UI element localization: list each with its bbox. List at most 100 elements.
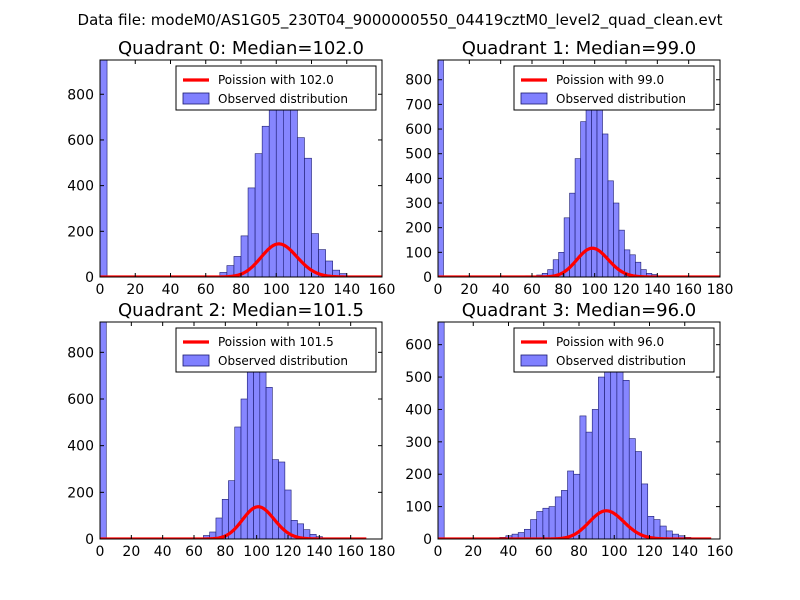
- histogram-bar: [530, 519, 537, 539]
- histogram-bar: [647, 516, 655, 539]
- axes-frame: [99, 321, 383, 540]
- x-tick-label: 20: [464, 544, 482, 560]
- chart-panel-2: 0 20 40 60 80 100 120 140 160 180 0 200 400 600 800 Qua…: [67, 300, 395, 560]
- chart-title: Quadrant 1: Median=99.0: [462, 38, 697, 59]
- x-tick-label: 120: [613, 282, 640, 298]
- x-tick-label: 160: [337, 544, 364, 560]
- y-tick-label: 200: [405, 467, 432, 483]
- legend: Poission with 102.0 Observed distribution: [175, 65, 377, 111]
- histogram-bar: [659, 525, 667, 539]
- histogram-bar: [542, 507, 550, 539]
- x-tick-label: 140: [333, 282, 360, 298]
- y-tick-label: 0: [423, 532, 432, 548]
- legend: Poission with 96.0 Observed distribution: [513, 327, 715, 373]
- legend: Poission with 101.5 Observed distribution: [175, 327, 377, 373]
- x-tick-label: 100: [601, 544, 628, 560]
- plot-area: [100, 322, 368, 539]
- x-tick-label: 180: [707, 282, 734, 298]
- x-tick-label: 60: [523, 282, 541, 298]
- x-tick-label: 120: [636, 544, 663, 560]
- legend-bars-label: Observed distribution: [556, 92, 686, 106]
- x-tick-label: 180: [369, 544, 396, 560]
- chart-panel-0: 0 20 40 60 80 100 120 140 160 0 200 400 600 800 Quadra…: [67, 38, 395, 298]
- panels-container: 0 20 40 60 80 100 120 140 1600200400600800Quadra…: [67, 38, 733, 560]
- histogram-bar: [635, 451, 642, 539]
- histogram-bar: [100, 60, 108, 277]
- histogram-bar: [272, 459, 279, 539]
- x-tick-label: 160: [707, 544, 734, 560]
- x-tick-label: 40: [162, 282, 180, 298]
- y-tick-label: 500: [405, 147, 432, 163]
- histogram-bar: [554, 496, 562, 539]
- legend-bars-label: Observed distribution: [556, 354, 686, 368]
- y-tick-label: 300: [405, 435, 432, 451]
- x-tick-label: 80: [216, 544, 234, 560]
- legend-curve-label: Poission with 101.5: [218, 335, 334, 349]
- x-tick-label: 80: [232, 282, 250, 298]
- legend-bars-label: Observed distribution: [218, 354, 348, 368]
- histogram-bar: [284, 489, 292, 539]
- x-tick-label: 20: [122, 544, 140, 560]
- histogram-bar: [325, 260, 333, 277]
- histogram-bar: [610, 344, 618, 539]
- histogram-bar: [297, 137, 305, 277]
- x-tick-label: 20: [460, 282, 478, 298]
- chart-panel-1: 0 20 40 60 80 100 120 140 160 180 0 100 200 300 400 500…: [405, 38, 733, 298]
- x-tick-label: 160: [369, 282, 396, 298]
- x-tick-label: 140: [644, 282, 671, 298]
- legend-curve-label: Poission with 102.0: [218, 73, 334, 87]
- histogram-bar: [438, 60, 444, 277]
- legend-bars-swatch: [182, 92, 210, 105]
- x-tick-label: 140: [671, 544, 698, 560]
- legend: Poission with 99.0 Observed distribution: [513, 65, 715, 111]
- x-tick-label: 0: [434, 544, 443, 560]
- x-tick-label: 20: [126, 282, 144, 298]
- x-tick-label: 100: [263, 282, 290, 298]
- histogram-bar: [653, 519, 661, 539]
- y-tick-label: 100: [405, 245, 432, 261]
- y-tick-label: 600: [405, 338, 432, 354]
- x-tick-label: 40: [492, 282, 510, 298]
- x-tick-label: 100: [243, 544, 270, 560]
- y-tick-label: 600: [67, 133, 94, 149]
- y-tick-label: 400: [67, 439, 94, 455]
- x-tick-label: 60: [535, 544, 553, 560]
- y-tick-label: 600: [405, 122, 432, 138]
- histogram-bar: [438, 322, 445, 539]
- histogram-bar: [567, 470, 575, 539]
- y-tick-label: 300: [405, 196, 432, 212]
- axes-frame: [437, 59, 721, 278]
- y-tick-label: 700: [405, 97, 432, 113]
- figure-title: Data file: modeM0/AS1G05_230T04_90000005…: [78, 11, 723, 30]
- chart-title: Quadrant 2: Median=101.5: [118, 300, 364, 321]
- y-tick-label: 500: [405, 370, 432, 386]
- x-tick-label: 140: [306, 544, 333, 560]
- x-tick-label: 60: [185, 544, 203, 560]
- chart-title: Quadrant 3: Median=96.0: [462, 300, 697, 321]
- y-tick-label: 100: [405, 500, 432, 516]
- histogram-bar: [548, 506, 556, 539]
- legend-curve-label: Poission with 96.0: [556, 335, 664, 349]
- legend-bars-swatch: [182, 354, 210, 367]
- histogram-bar: [628, 438, 636, 539]
- histogram-bar: [304, 157, 312, 277]
- x-tick-label: 40: [154, 544, 172, 560]
- y-tick-label: 800: [67, 87, 94, 103]
- y-tick-label: 400: [405, 402, 432, 418]
- histogram-bar: [616, 370, 624, 539]
- legend-curve-label: Poission with 99.0: [556, 73, 664, 87]
- histogram-bar: [561, 490, 568, 539]
- x-tick-label: 120: [298, 282, 325, 298]
- y-tick-label: 0: [423, 270, 432, 286]
- y-tick-label: 0: [85, 270, 94, 286]
- x-tick-label: 80: [570, 544, 588, 560]
- y-tick-label: 400: [405, 171, 432, 187]
- histogram-bar: [536, 511, 544, 539]
- y-tick-label: 200: [67, 485, 94, 501]
- y-tick-label: 200: [405, 221, 432, 237]
- x-tick-label: 100: [581, 282, 608, 298]
- x-tick-label: 160: [675, 282, 702, 298]
- y-tick-label: 0: [85, 532, 94, 548]
- chart-title: Quadrant 0: Median=102.0: [118, 38, 364, 59]
